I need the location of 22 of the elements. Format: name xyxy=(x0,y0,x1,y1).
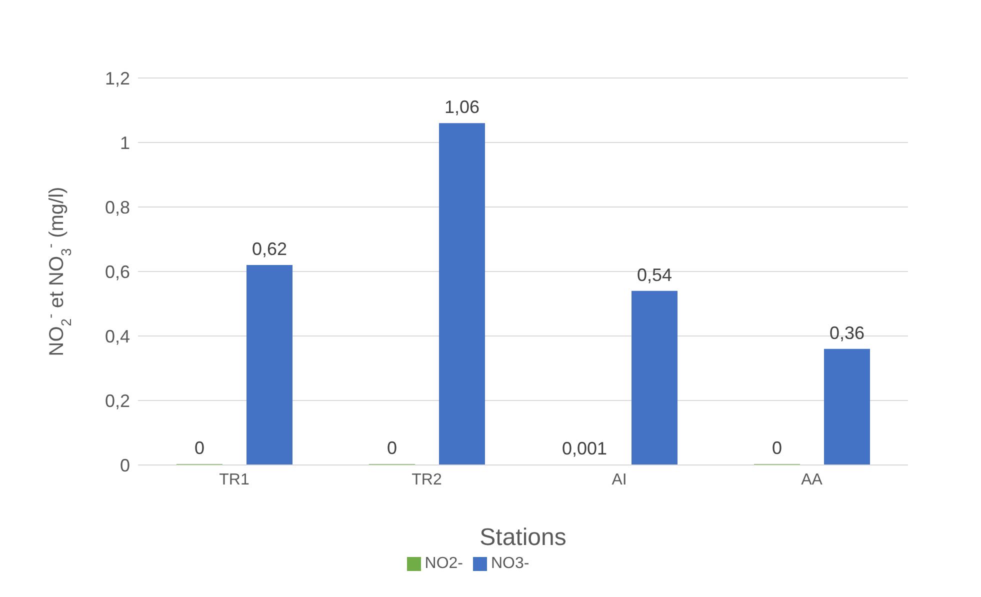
data-label: 0,36 xyxy=(829,322,865,343)
data-label: 0 xyxy=(386,438,398,458)
data-label: 0,001 xyxy=(562,438,608,459)
data-label: 0 xyxy=(772,438,782,458)
y-tick-label: 0 xyxy=(120,455,130,476)
data-label: 0,62 xyxy=(252,239,288,260)
legend-label: NO2- xyxy=(424,555,463,572)
x-tick-label: AA xyxy=(801,471,823,488)
data-label: 0 xyxy=(194,438,205,458)
data-label: 0,54 xyxy=(636,264,672,285)
y-tick-label: 1,2 xyxy=(104,68,130,88)
x-axis-title: Stations xyxy=(480,524,566,551)
data-label: 1,06 xyxy=(444,97,480,118)
x-tick-label: TR2 xyxy=(412,471,442,488)
x-tick-label: AI xyxy=(612,471,627,488)
legend-label: NO3- xyxy=(491,555,530,572)
y-tick-label: 0,4 xyxy=(104,326,130,346)
x-tick-label: TR1 xyxy=(219,471,250,488)
y-tick-label: 0,6 xyxy=(104,262,130,282)
y-tick-label: 0,2 xyxy=(104,390,130,411)
y-tick-label: 0,8 xyxy=(104,197,130,218)
y-tick-label: 1 xyxy=(120,132,130,153)
